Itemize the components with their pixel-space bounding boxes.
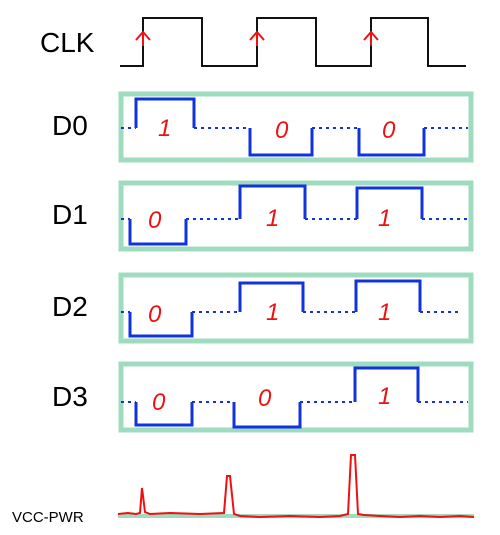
- bit-label: 1: [378, 383, 391, 410]
- lane-border: [118, 91, 474, 163]
- d1-lane: D1 0 1 1: [52, 180, 474, 252]
- d2-lane: D2 0 1 1: [52, 272, 474, 344]
- d0-lane: D0 1 0 0: [52, 91, 474, 163]
- data-trace-solid: [134, 97, 426, 157]
- power-trace: [117, 454, 475, 519]
- d3-label: D3: [52, 381, 88, 412]
- data-trace-solid: [134, 366, 420, 429]
- data-trace-solid: [128, 184, 424, 246]
- rising-edge-markers: [135, 30, 379, 46]
- d2-label: D2: [52, 291, 88, 322]
- bit-label: 0: [275, 117, 289, 144]
- bit-label: 0: [258, 385, 272, 412]
- d1-label: D1: [52, 199, 88, 230]
- lane-border: [118, 180, 474, 252]
- bit-label: 1: [378, 299, 391, 326]
- bit-label: 1: [266, 299, 279, 326]
- bit-label: 1: [158, 115, 171, 142]
- bit-label: 1: [266, 205, 279, 232]
- d0-label: D0: [52, 110, 88, 141]
- vcc-pwr-label: VCC-PWR: [12, 509, 84, 526]
- rising-edge-marker: [249, 30, 265, 46]
- rising-edge-marker: [135, 30, 151, 46]
- clk-label: CLK: [40, 27, 95, 58]
- bit-label: 1: [378, 205, 391, 232]
- d3-lane: D3 0 0 1: [52, 361, 474, 433]
- lane-border: [118, 272, 474, 344]
- bit-label: 0: [148, 301, 162, 328]
- bit-label: 0: [382, 117, 396, 144]
- data-trace-solid: [128, 279, 422, 338]
- bit-label: 0: [148, 207, 162, 234]
- rising-edge-marker: [363, 30, 379, 46]
- clock-waveform: [120, 17, 466, 67]
- bit-label: 0: [152, 389, 166, 416]
- lane-border: [118, 361, 474, 433]
